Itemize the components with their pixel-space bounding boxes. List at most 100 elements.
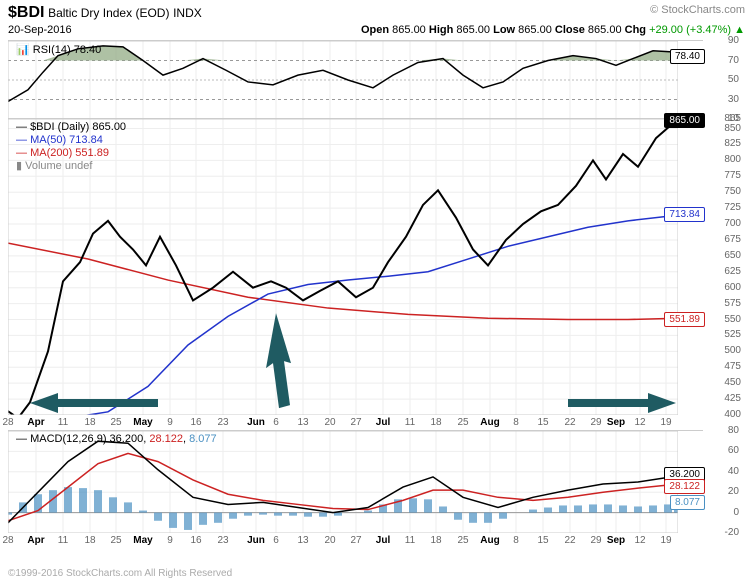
rsi-ytick: 70 — [728, 55, 739, 66]
macd-xtick: 12 — [634, 535, 645, 546]
price-xtick: May — [133, 417, 152, 428]
price-ytick: 525 — [724, 329, 741, 340]
macd-panel: — MACD(12,26,9) 36.200, 28.122, 8.077 80… — [8, 430, 703, 532]
close-label: Close — [555, 24, 585, 36]
price-xtick: Aug — [480, 417, 499, 428]
macd-xtick: 11 — [405, 535, 415, 546]
price-xtick: 13 — [297, 417, 308, 428]
price-xtick: 25 — [457, 417, 468, 428]
price-xtick: Sep — [607, 417, 625, 428]
macd-hist-value: 8.077 — [189, 433, 217, 445]
price-xtick: 11 — [405, 417, 415, 428]
price-ytick: 700 — [724, 218, 741, 229]
macd-chart — [8, 431, 678, 533]
price-xtick: 25 — [110, 417, 121, 428]
macd-xtick: Jul — [376, 535, 390, 546]
price-ytick: 775 — [724, 170, 741, 181]
macd-xtick: 18 — [430, 535, 441, 546]
price-xtick: 20 — [324, 417, 335, 428]
chart-date: 20-Sep-2016 — [8, 24, 72, 36]
chg-value: +29.00 (+3.47%) — [649, 24, 731, 36]
price-xtick: 18 — [430, 417, 441, 428]
macd-ytick: -20 — [725, 527, 739, 538]
price-ytick: 725 — [724, 202, 741, 213]
macd-xtick: 18 — [84, 535, 95, 546]
low-label: Low — [493, 24, 515, 36]
macd-ytick: 60 — [728, 445, 739, 456]
price-xtick: 8 — [513, 417, 519, 428]
price-ytick: 400 — [724, 409, 741, 420]
price-ytick: 550 — [724, 314, 741, 325]
price-xtick: 27 — [350, 417, 361, 428]
bdi-legend: — $BDI (Daily) 865.00 — [16, 121, 126, 134]
ohlc-block: Open 865.00 High 865.00 Low 865.00 Close… — [361, 24, 745, 36]
volume-legend-text: Volume undef — [25, 160, 92, 172]
rsi-ytick: 30 — [728, 94, 739, 105]
price-ytick: 675 — [724, 234, 741, 245]
macd-ytick: 20 — [728, 486, 739, 497]
price-xtick: 29 — [590, 417, 601, 428]
price-ytick: 800 — [724, 154, 741, 165]
rsi-chart — [8, 41, 678, 119]
open-label: Open — [361, 24, 389, 36]
symbol: $BDI — [8, 4, 44, 21]
macd-xtick: 22 — [564, 535, 575, 546]
macd-value: 36.200 — [110, 433, 144, 445]
macd-xtick: 29 — [590, 535, 601, 546]
macd-xtick: 9 — [167, 535, 173, 546]
rsi-ytick: 90 — [728, 35, 739, 46]
price-ytick: 450 — [724, 377, 741, 388]
price-ytick: 475 — [724, 361, 741, 372]
rsi-panel: 📊 RSI(14) 78.40 9070503010 78.40 — [8, 40, 703, 118]
macd-xtick: 11 — [58, 535, 68, 546]
rsi-legend-text: RSI(14) 78.40 — [33, 44, 101, 56]
price-ytick: 600 — [724, 282, 741, 293]
stockchart-container: © StockCharts.com $BDI Baltic Dry Index … — [0, 0, 753, 585]
macd-xtick: 13 — [297, 535, 308, 546]
price-xtick: 19 — [660, 417, 671, 428]
price-legend-block: — $BDI (Daily) 865.00 — MA(50) 713.84 — … — [16, 121, 126, 173]
bdi-legend-text: $BDI (Daily) 865.00 — [30, 121, 126, 133]
macd-xtick: 8 — [513, 535, 519, 546]
macd-legend-text: MACD(12,26,9) — [30, 433, 106, 445]
ma50-legend: — MA(50) 713.84 — [16, 134, 126, 147]
high-label: High — [429, 24, 453, 36]
open-value: 865.00 — [392, 24, 426, 36]
close-value: 865.00 — [588, 24, 622, 36]
price-ytick: 625 — [724, 266, 741, 277]
ma200-legend-text: MA(200) 551.89 — [30, 147, 109, 159]
price-xtick: 6 — [273, 417, 279, 428]
price-xtick: 12 — [634, 417, 645, 428]
price-xtick: 11 — [58, 417, 68, 428]
macd-signal-value: 28.122 — [149, 433, 183, 445]
macd-xtick: Sep — [607, 535, 625, 546]
macd-xtick: 20 — [324, 535, 335, 546]
macd-hist-tag: 8.077 — [670, 495, 705, 510]
volume-legend: ▮ Volume undef — [16, 160, 126, 173]
macd-xtick: Jun — [247, 535, 265, 546]
price-ytick: 575 — [724, 298, 741, 309]
price-xtick: 15 — [537, 417, 548, 428]
chg-label: Chg — [625, 24, 646, 36]
index-type: INDX — [173, 6, 202, 20]
price-ytick: 425 — [724, 393, 741, 404]
ma50-legend-text: MA(50) 713.84 — [30, 134, 103, 146]
price-xtick: 16 — [190, 417, 201, 428]
macd-xtick: 28 — [2, 535, 13, 546]
macd-xtick: Aug — [480, 535, 499, 546]
macd-xtick: 27 — [350, 535, 361, 546]
macd-xtick: 25 — [110, 535, 121, 546]
macd-ytick: 0 — [733, 507, 739, 518]
price-xtick: 23 — [217, 417, 228, 428]
high-value: 865.00 — [456, 24, 490, 36]
rsi-marker-icon: 📊 — [16, 44, 30, 56]
price-ytick: 500 — [724, 345, 741, 356]
price-xtick: Jun — [247, 417, 265, 428]
price-ytick: 650 — [724, 250, 741, 261]
ma50-tag: 713.84 — [664, 207, 705, 222]
ma200-tag: 551.89 — [664, 312, 705, 327]
copyright-footer: ©1999-2016 StockCharts.com All Rights Re… — [8, 568, 232, 579]
macd-xtick: 19 — [660, 535, 671, 546]
macd-legend: — MACD(12,26,9) 36.200, 28.122, 8.077 — [16, 433, 217, 445]
price-xtick: Apr — [27, 417, 44, 428]
